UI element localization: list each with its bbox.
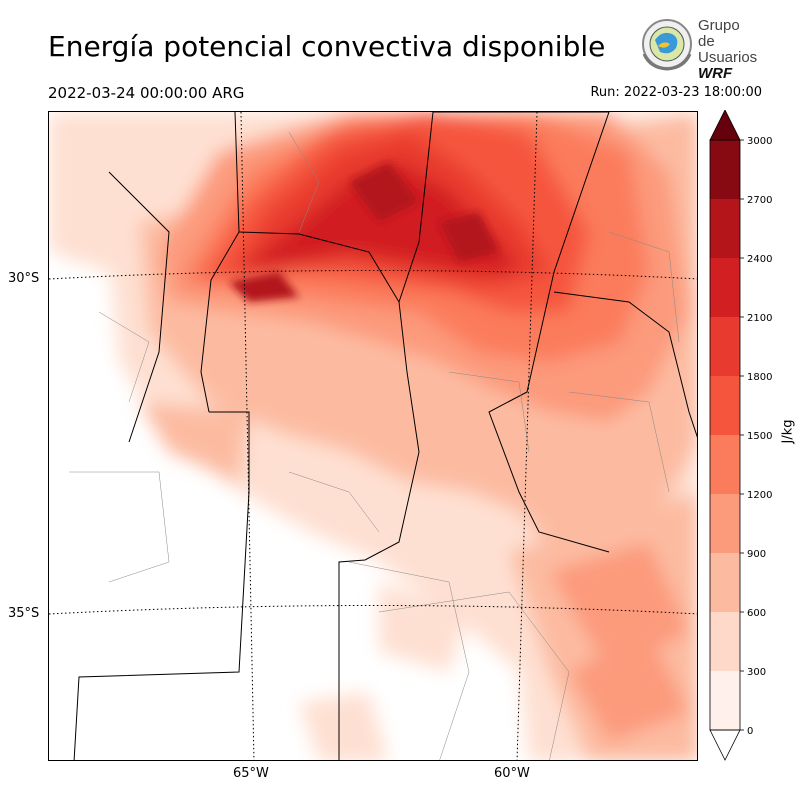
colorbar-scale: 0 300 600 900 1200 1500 1800 2100 2400 2700 3000 [709, 109, 772, 761]
logo-line-1: Grupo de [698, 17, 740, 50]
colorbar-bin [710, 140, 740, 199]
colorbar-tick-label: 1800 [747, 372, 772, 383]
colorbar-bin [710, 258, 740, 317]
colorbar-tick-label: 900 [747, 549, 766, 560]
colorbar-tick-label: 1500 [747, 431, 772, 442]
run-time: Run: 2022-03-23 18:00:00 [590, 85, 762, 100]
colorbar-tick-label: 300 [747, 667, 766, 678]
colorbar-extend-min [709, 729, 741, 761]
colorbar-bin [710, 553, 740, 612]
colorbar-tick-label: 600 [747, 608, 766, 619]
graticule [49, 112, 697, 760]
globe-icon [642, 19, 692, 71]
colorbar-unit: J/kg [780, 419, 796, 444]
cape-map [48, 111, 698, 761]
lon-label-60w: 60°W [494, 766, 530, 781]
colorbar-tick-label: 0 [747, 726, 753, 737]
colorbar-bin [710, 317, 740, 376]
colorbar-bin [710, 435, 740, 494]
map-title: Energía potencial convectiva disponible [48, 30, 606, 63]
logo-line-3: WRF [698, 65, 733, 82]
logo-text: Grupo de Usuarios WRF [698, 18, 760, 82]
logo-line-2: Usuarios [698, 49, 758, 66]
colorbar-bin [710, 376, 740, 435]
wrf-logo: Grupo de Usuarios WRF [640, 16, 760, 82]
valid-time: 2022-03-24 00:00:00 ARG [48, 84, 245, 102]
colorbar-tick-label: 2100 [747, 313, 772, 324]
cape-field [49, 112, 697, 760]
colorbar-bin [710, 494, 740, 553]
colorbar-bin [710, 612, 740, 671]
colorbar-tick-label: 3000 [747, 136, 772, 147]
department-borders [69, 131, 680, 760]
province-borders [73, 112, 697, 760]
colorbar-bin [710, 671, 740, 730]
colorbar-bin [710, 199, 740, 258]
lon-label-65w: 65°W [233, 766, 269, 781]
colorbar-extend-max [709, 109, 741, 141]
lat-label-35s: 35°S [8, 606, 40, 621]
lat-label-30s: 30°S [8, 271, 40, 286]
colorbar-tick-label: 1200 [747, 490, 772, 501]
colorbar-tick-label: 2700 [747, 195, 772, 206]
colorbar: 0 300 600 900 1200 1500 1800 2100 2400 2700 3000 [704, 109, 784, 770]
colorbar-tick-label: 2400 [747, 254, 772, 265]
